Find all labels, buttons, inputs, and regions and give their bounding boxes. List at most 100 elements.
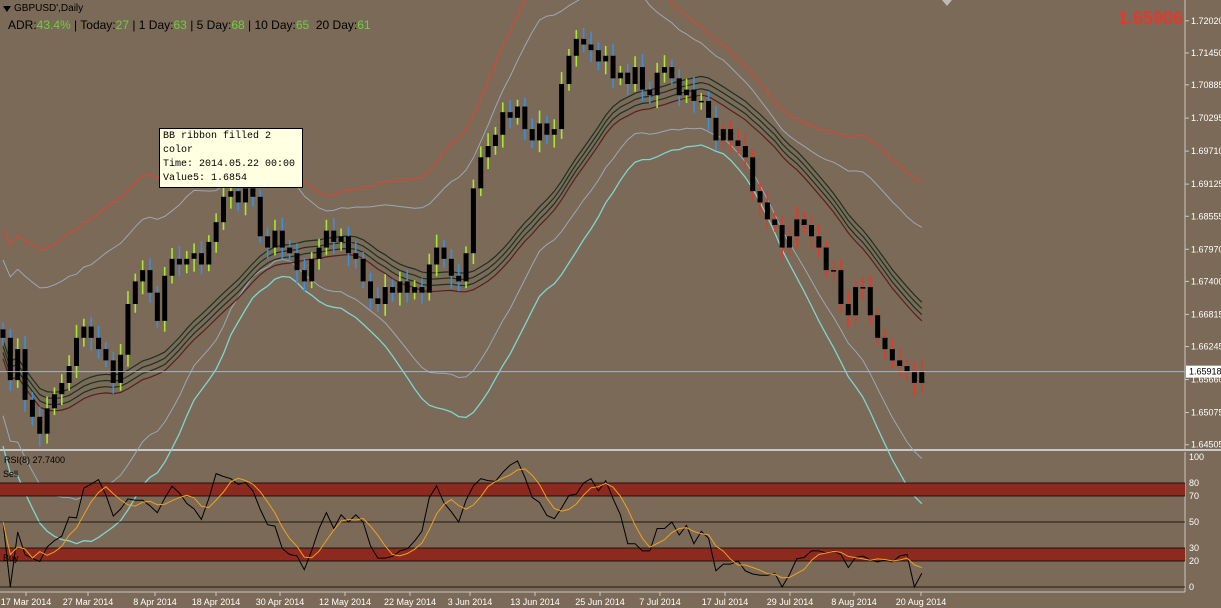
candle-body bbox=[904, 366, 910, 372]
candle-body bbox=[15, 349, 21, 381]
price-tick-label: 1.70295 bbox=[1191, 113, 1221, 123]
candle-body bbox=[368, 281, 373, 299]
candle-body bbox=[154, 292, 160, 321]
price-tick-label: 1.70885 bbox=[1191, 80, 1221, 90]
rsi-axis-label: 80 bbox=[1189, 478, 1199, 488]
big-price: 1.65906 bbox=[1117, 8, 1183, 28]
day5-label: | 5 Day: bbox=[190, 18, 232, 32]
candle-body bbox=[125, 303, 131, 355]
candle-body bbox=[867, 287, 873, 316]
candle-body bbox=[720, 129, 726, 141]
candle-body bbox=[691, 89, 697, 101]
candle-body bbox=[198, 253, 204, 265]
time-tick-label: 17 Jul 2014 bbox=[702, 597, 749, 607]
price-tick-label: 1.72020 bbox=[1191, 16, 1221, 26]
price-ticks: 1.72020 1.71450 1.70885 1.70295 1.69710 1.691… bbox=[1185, 16, 1221, 450]
candle-body bbox=[140, 270, 146, 282]
candle-body bbox=[698, 100, 704, 103]
price-tick-label: 1.67400 bbox=[1191, 276, 1221, 286]
candle-body bbox=[323, 230, 329, 248]
candle-body bbox=[294, 253, 300, 271]
candle-body bbox=[485, 146, 491, 158]
chart-shift-marker-icon[interactable] bbox=[942, 0, 952, 6]
candle-body bbox=[603, 55, 609, 62]
candle-body bbox=[353, 253, 359, 259]
time-tick-label: 12 May 2014 bbox=[319, 597, 371, 607]
time-tick-label: 18 Apr 2014 bbox=[192, 597, 241, 607]
candle-body bbox=[764, 202, 770, 220]
candle-body bbox=[360, 258, 366, 282]
candle-body bbox=[742, 146, 748, 158]
candle-body bbox=[7, 337, 13, 381]
rsi-axis-label: 100 bbox=[1189, 452, 1204, 462]
candle-body bbox=[669, 67, 675, 79]
candle-body bbox=[118, 354, 124, 383]
candle-body bbox=[250, 188, 256, 197]
candle-body bbox=[809, 225, 814, 237]
candle-body bbox=[345, 236, 351, 254]
bollinger-bands bbox=[2, 0, 923, 545]
candle-body bbox=[662, 67, 667, 73]
candle-body bbox=[375, 298, 381, 304]
candle-body bbox=[44, 408, 50, 434]
candle-body bbox=[794, 219, 800, 237]
candle-body bbox=[625, 72, 631, 84]
candle-body bbox=[309, 258, 315, 282]
symbol-menu-icon[interactable] bbox=[3, 6, 11, 12]
candle-body bbox=[316, 247, 322, 259]
candle-body bbox=[566, 55, 572, 84]
buy-zone bbox=[0, 548, 1185, 561]
tooltip: BB ribbon filled 2 color Time: 2014.05.2… bbox=[159, 128, 303, 188]
candle-body bbox=[147, 270, 153, 293]
candle-body bbox=[103, 349, 109, 361]
ribbon-line bbox=[2, 94, 923, 412]
adr-panel: ADR:43.4% | Today:27 | 1 Day:63 | 5 Day:… bbox=[8, 18, 371, 32]
time-tick-label: 30 Apr 2014 bbox=[256, 597, 305, 607]
bb-ribbon bbox=[2, 75, 923, 412]
day20-value: 61 bbox=[357, 18, 371, 32]
candle-body bbox=[919, 371, 925, 383]
time-tick-label: 29 Jul 2014 bbox=[767, 597, 814, 607]
time-tick-label: 7 Jul 2014 bbox=[639, 597, 681, 607]
candle-body bbox=[96, 337, 102, 350]
candle-body bbox=[448, 258, 454, 276]
rsi-signal-line bbox=[2, 468, 922, 579]
time-tick-label: 22 May 2014 bbox=[384, 597, 436, 607]
candle-body bbox=[169, 258, 175, 276]
candle-body bbox=[595, 50, 601, 62]
candle-body bbox=[206, 241, 212, 265]
buy-label: Buy bbox=[3, 553, 19, 563]
candle-body bbox=[492, 134, 498, 147]
candle-body bbox=[617, 72, 623, 79]
candle-body bbox=[838, 270, 844, 304]
time-tick-label: 17 Mar 2014 bbox=[1, 597, 52, 607]
candle-body bbox=[235, 191, 241, 203]
candle-body bbox=[29, 399, 35, 417]
candle-body bbox=[515, 106, 520, 118]
candle-body bbox=[412, 287, 418, 293]
candle-body bbox=[338, 236, 344, 242]
price-tick-label: 1.68555 bbox=[1191, 211, 1221, 221]
candle-body bbox=[559, 83, 565, 130]
candle-body bbox=[889, 349, 895, 361]
tooltip-line: color bbox=[163, 145, 194, 156]
candle-body bbox=[287, 247, 293, 254]
candle-body bbox=[470, 188, 476, 254]
adr-label: ADR: bbox=[8, 18, 37, 32]
candle-body bbox=[0, 329, 6, 338]
day5-value: 68 bbox=[231, 18, 245, 32]
candle-body bbox=[853, 287, 859, 316]
candle-body bbox=[390, 287, 396, 293]
candle-body bbox=[74, 337, 79, 367]
price-tick-label: 1.65075 bbox=[1191, 408, 1221, 418]
price-tick-label: 1.67970 bbox=[1191, 244, 1221, 254]
candle-body bbox=[213, 222, 219, 242]
inner-lower-band bbox=[2, 127, 923, 501]
current-price-label: 1.65918 bbox=[1189, 367, 1221, 377]
candle-body bbox=[713, 117, 719, 141]
symbol-label: GBPUSD',Daily bbox=[14, 3, 84, 14]
today-value: 27 bbox=[115, 18, 129, 32]
candles bbox=[0, 28, 925, 447]
candle-body bbox=[639, 67, 645, 90]
